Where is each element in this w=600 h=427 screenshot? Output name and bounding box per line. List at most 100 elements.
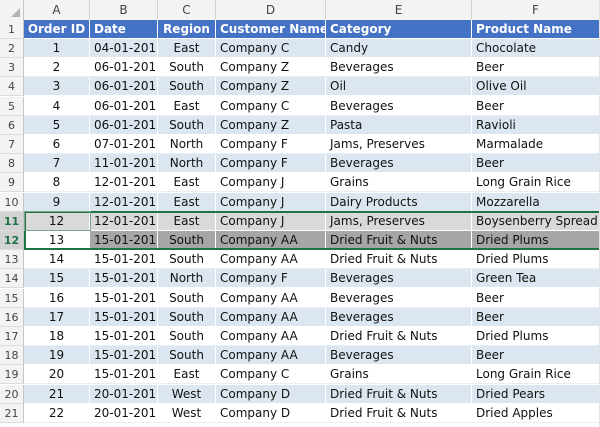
region-cell[interactable]: East	[158, 365, 216, 384]
product-name-cell[interactable]: Dried Apples	[472, 403, 600, 422]
column-header-f[interactable]: F	[472, 0, 600, 20]
order-id-cell[interactable]: 22	[24, 403, 90, 422]
date-cell[interactable]: 06-01-2018	[90, 58, 158, 77]
product-name-cell[interactable]: Long Grain Rice	[472, 173, 600, 192]
customer-name-cell[interactable]: Company AA	[216, 346, 326, 365]
header-region[interactable]: Region	[158, 20, 216, 38]
region-cell[interactable]: East	[158, 39, 216, 57]
select-all-button[interactable]	[0, 0, 24, 20]
region-cell[interactable]: South	[158, 327, 216, 345]
customer-name-cell[interactable]: Company Z	[216, 77, 326, 96]
date-cell[interactable]: 06-01-2018	[90, 77, 158, 96]
row-number[interactable]: 10	[0, 192, 24, 212]
region-cell[interactable]: East	[158, 173, 216, 192]
category-cell[interactable]: Oil	[326, 77, 472, 96]
date-cell[interactable]: 07-01-2018	[90, 135, 158, 153]
row-number[interactable]: 3	[0, 58, 24, 78]
order-id-cell[interactable]: 20	[24, 365, 90, 384]
product-name-cell[interactable]: Beer	[472, 307, 600, 326]
region-cell[interactable]: East	[158, 96, 216, 115]
order-id-cell[interactable]: 4	[24, 96, 90, 115]
order-id-cell[interactable]: 8	[24, 173, 90, 192]
row-number[interactable]: 16	[0, 307, 24, 327]
row-number[interactable]: 5	[0, 96, 24, 116]
product-name-cell[interactable]: Olive Oil	[472, 77, 600, 96]
header-order-id[interactable]: Order ID	[24, 20, 90, 38]
product-name-cell[interactable]: Dried Plums	[472, 250, 600, 269]
product-name-cell[interactable]: Long Grain Rice	[472, 365, 600, 384]
category-cell[interactable]: Beverages	[326, 288, 472, 307]
customer-name-cell[interactable]: Company Z	[216, 115, 326, 134]
column-header-a[interactable]: A	[24, 0, 90, 20]
product-name-cell[interactable]: Marmalade	[472, 135, 600, 153]
region-cell[interactable]: West	[158, 403, 216, 422]
region-cell[interactable]: North	[158, 154, 216, 173]
row-number[interactable]: 15	[0, 288, 24, 308]
header-product-name[interactable]: Product Name	[472, 20, 600, 38]
date-cell[interactable]: 15-01-2018	[90, 327, 158, 345]
date-cell[interactable]: 15-01-2018	[90, 231, 158, 249]
header-customer-name[interactable]: Customer Name	[216, 20, 326, 38]
date-cell[interactable]: 20-01-2018	[90, 403, 158, 422]
order-id-cell[interactable]: 15	[24, 269, 90, 288]
category-cell[interactable]: Dairy Products	[326, 192, 472, 211]
category-cell[interactable]: Beverages	[326, 346, 472, 365]
customer-name-cell[interactable]: Company F	[216, 135, 326, 153]
order-id-cell[interactable]: 16	[24, 288, 90, 307]
category-cell[interactable]: Dried Fruit & Nuts	[326, 231, 472, 249]
date-cell[interactable]: 12-01-2018	[90, 192, 158, 211]
product-name-cell[interactable]: Beer	[472, 288, 600, 307]
date-cell[interactable]: 11-01-2018	[90, 154, 158, 173]
row-number[interactable]: 14	[0, 269, 24, 289]
order-id-cell[interactable]: 7	[24, 154, 90, 173]
date-cell[interactable]: 06-01-2018	[90, 115, 158, 134]
product-name-cell[interactable]: Mozzarella	[472, 192, 600, 211]
customer-name-cell[interactable]: Company J	[216, 173, 326, 192]
customer-name-cell[interactable]: Company F	[216, 269, 326, 288]
category-cell[interactable]: Beverages	[326, 96, 472, 115]
category-cell[interactable]: Dried Fruit & Nuts	[326, 403, 472, 422]
customer-name-cell[interactable]: Company C	[216, 365, 326, 384]
row-number[interactable]: 21	[0, 403, 24, 423]
customer-name-cell[interactable]: Company D	[216, 384, 326, 403]
customer-name-cell[interactable]: Company AA	[216, 288, 326, 307]
order-id-cell[interactable]: 13	[24, 231, 90, 249]
customer-name-cell[interactable]: Company C	[216, 39, 326, 57]
row-number[interactable]: 6	[0, 115, 24, 135]
date-cell[interactable]: 12-01-2018	[90, 173, 158, 192]
product-name-cell[interactable]: Dried Plums	[472, 327, 600, 345]
order-id-cell[interactable]: 19	[24, 346, 90, 365]
region-cell[interactable]: West	[158, 384, 216, 403]
region-cell[interactable]: South	[158, 250, 216, 269]
customer-name-cell[interactable]: Company J	[216, 192, 326, 211]
category-cell[interactable]: Candy	[326, 39, 472, 57]
order-id-cell[interactable]: 1	[24, 39, 90, 57]
region-cell[interactable]: South	[158, 307, 216, 326]
order-id-cell[interactable]: 2	[24, 58, 90, 77]
category-cell[interactable]: Jams, Preserves	[326, 135, 472, 153]
region-cell[interactable]: South	[158, 58, 216, 77]
customer-name-cell[interactable]: Company F	[216, 154, 326, 173]
date-cell[interactable]: 15-01-2018	[90, 250, 158, 269]
date-cell[interactable]: 04-01-2018	[90, 39, 158, 57]
date-cell[interactable]: 15-01-2018	[90, 346, 158, 365]
region-cell[interactable]: South	[158, 77, 216, 96]
customer-name-cell[interactable]: Company AA	[216, 231, 326, 249]
product-name-cell[interactable]: Green Tea	[472, 269, 600, 288]
row-number[interactable]: 9	[0, 173, 24, 193]
date-cell[interactable]: 12-01-2018	[90, 211, 158, 230]
category-cell[interactable]: Pasta	[326, 115, 472, 134]
category-cell[interactable]: Dried Fruit & Nuts	[326, 327, 472, 345]
region-cell[interactable]: South	[158, 115, 216, 134]
row-number[interactable]: 8	[0, 154, 24, 174]
row-number[interactable]: 11	[0, 211, 24, 231]
date-cell[interactable]: 15-01-2018	[90, 269, 158, 288]
header-category[interactable]: Category	[326, 20, 472, 38]
order-id-cell[interactable]: 5	[24, 115, 90, 134]
category-cell[interactable]: Jams, Preserves	[326, 211, 472, 230]
row-number[interactable]: 19	[0, 365, 24, 385]
header-date[interactable]: Date	[90, 20, 158, 38]
product-name-cell[interactable]: Ravioli	[472, 115, 600, 134]
order-id-cell[interactable]: 3	[24, 77, 90, 96]
